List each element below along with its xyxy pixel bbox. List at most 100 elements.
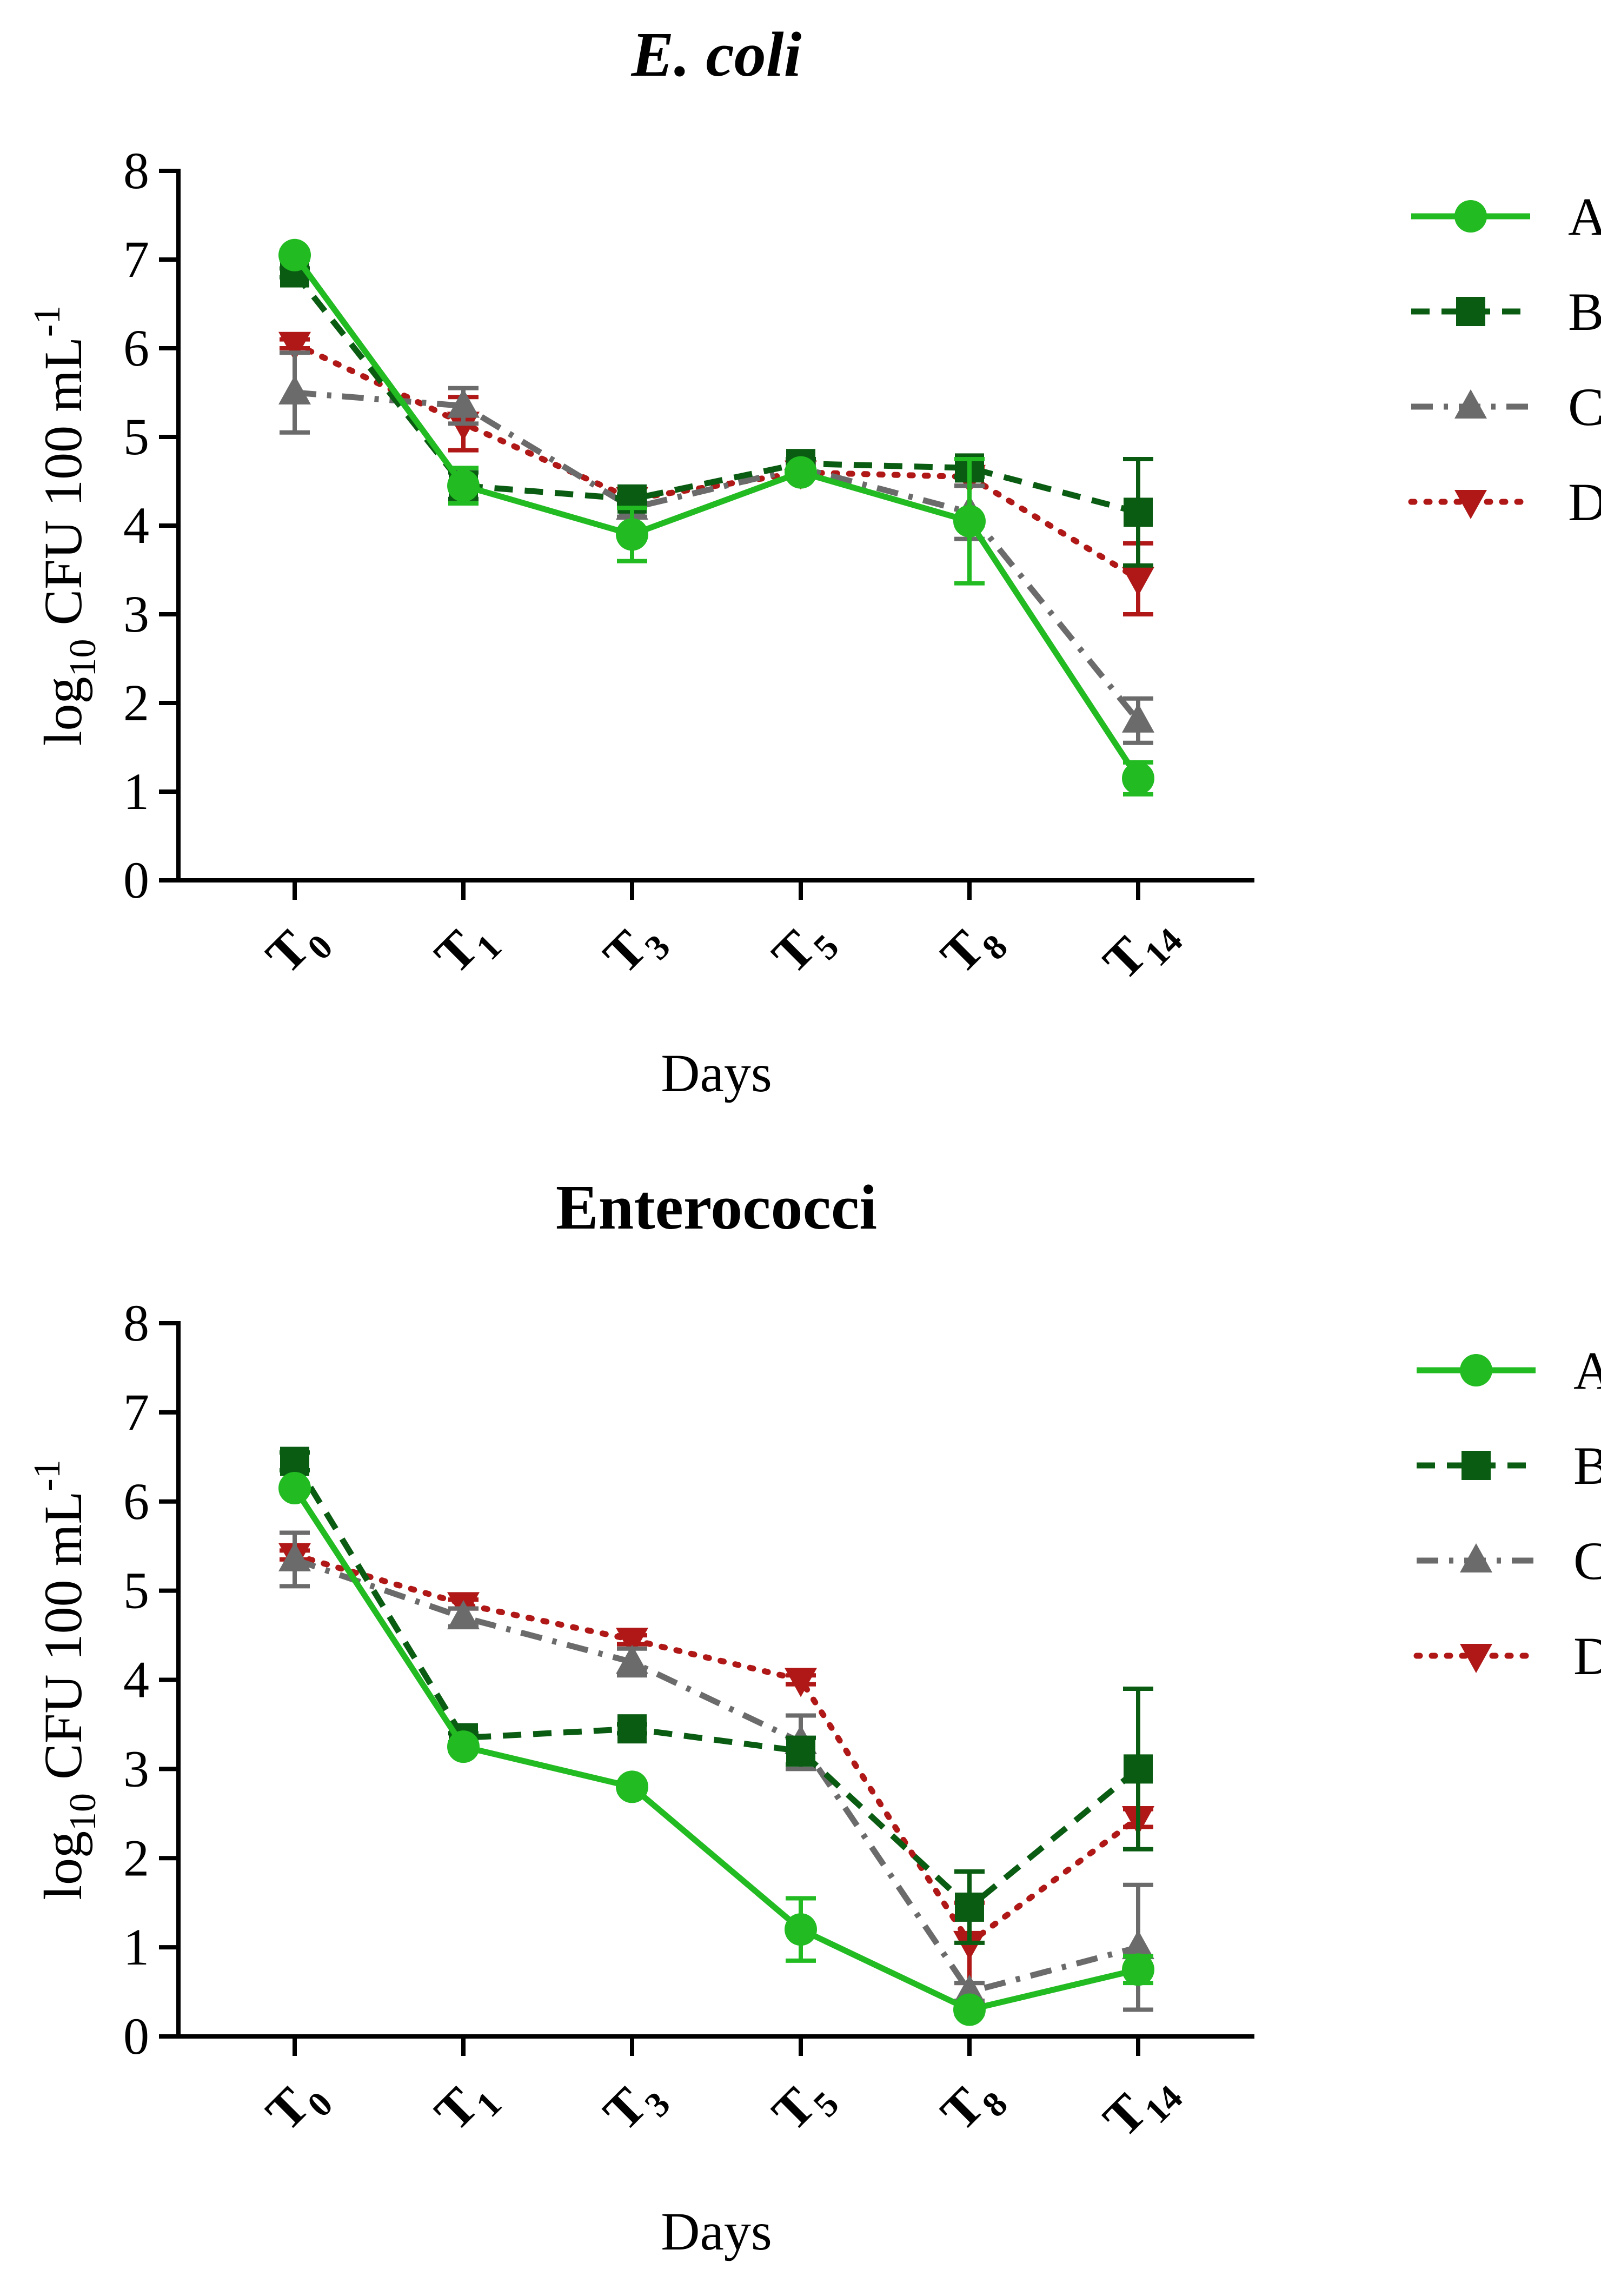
legend-item-C: C (1411, 377, 1601, 437)
legend-marker (1460, 1644, 1492, 1673)
series-line-A (292, 1487, 1139, 2013)
y-tick-label: 2 (123, 1829, 149, 1887)
data-point-C (278, 1542, 311, 1571)
data-point-D (1122, 567, 1154, 596)
legend-label: B (1573, 1436, 1601, 1496)
data-point-C (1122, 703, 1154, 733)
legend-marker (1462, 1451, 1491, 1480)
data-point-A (953, 505, 986, 537)
y-tick-label: 5 (123, 408, 149, 466)
y-tick-label: 7 (123, 230, 149, 288)
x-tick-label: T5 (761, 906, 846, 992)
x-axis-label: Days (661, 1043, 772, 1103)
series-line-C (294, 389, 1141, 723)
x-tick-label: T5 (761, 2063, 846, 2149)
series-B (280, 1446, 1153, 1945)
x-tick-label: T8 (929, 2063, 1015, 2149)
chart-ecoli: E. coli 0 1 2 3 4 5 6 7 8 T0 T1 T3 T5 T8 T14 Days log10 C… (26, 19, 1601, 1103)
series-line-D (291, 1552, 1141, 1946)
x-axis-label: Days (661, 2201, 772, 2261)
y-tick-label: 8 (123, 1294, 149, 1352)
x-tick-label: T8 (929, 906, 1015, 992)
y-tick-label: 5 (123, 1562, 149, 1620)
data-point-A (785, 1913, 817, 1946)
legend-label: D (1568, 472, 1601, 532)
x-tick-label: T3 (592, 2063, 677, 2149)
y-axis-label: log10 CFU 100 mL-1 (26, 1459, 104, 1900)
data-point-B (617, 1714, 647, 1744)
data-point-A (616, 518, 648, 551)
data-point-A (1122, 762, 1154, 795)
data-point-C (1122, 1930, 1154, 1960)
legend-label: C (1568, 377, 1601, 437)
y-tick-label: 0 (123, 2007, 149, 2065)
series-D (278, 331, 1154, 616)
x-tick-label: T3 (592, 906, 677, 992)
legend-label: B (1568, 282, 1601, 342)
data-point-D (616, 1628, 648, 1657)
y-tick-label: 4 (123, 1651, 149, 1709)
y-axis-label: log10 CFU 100 mL-1 (26, 306, 104, 746)
legend-item-C: C (1417, 1531, 1601, 1591)
data-point-C (616, 1644, 648, 1674)
x-tick-label: T1 (423, 2063, 509, 2149)
y-tick-label: 8 (123, 142, 149, 200)
data-point-D (953, 1930, 986, 1960)
y-tick-label: 0 (123, 851, 149, 909)
y-tick-label: 6 (123, 319, 149, 377)
legend-item-A: A (1417, 1341, 1601, 1401)
series-line-B (292, 1459, 1140, 1910)
y-tick-label: 4 (123, 496, 149, 554)
data-point-D (447, 412, 480, 441)
data-point-D (278, 331, 311, 361)
series-A (278, 238, 1154, 797)
legend-item-D: D (1408, 472, 1601, 532)
data-point-A (616, 1770, 648, 1803)
series-C (278, 1530, 1154, 2012)
data-point-A (278, 1472, 311, 1505)
x-tick-label: T14 (1092, 900, 1190, 998)
series-line-C (294, 1556, 1139, 1995)
data-point-B (955, 1892, 984, 1922)
series-A (278, 1472, 1154, 2026)
series-D (278, 1543, 1154, 1986)
legend-marker (1460, 1543, 1492, 1572)
data-point-A (278, 238, 311, 271)
data-point-C (278, 375, 311, 404)
data-point-A (785, 456, 817, 489)
legend-item-B: B (1417, 1436, 1601, 1496)
legend-marker (1454, 200, 1487, 233)
data-point-D (785, 1668, 817, 1697)
data-point-B (280, 1446, 309, 1476)
x-tick-label: T1 (423, 906, 509, 992)
y-tick-label: 3 (123, 585, 149, 643)
chart-enterococci: Enterococci 0 1 2 3 4 5 6 7 8 T0 T1 T3 T5 T8 T14 Days log… (26, 1172, 1601, 2261)
legend-label: D (1573, 1626, 1601, 1686)
y-tick-label: 1 (123, 1918, 149, 1976)
legend-marker (1454, 490, 1487, 519)
legend-item-D: D (1413, 1626, 1601, 1686)
y-tick-label: 2 (123, 674, 149, 732)
legend-label: C (1573, 1531, 1601, 1591)
data-point-A (1122, 1953, 1154, 1986)
series-line-D (291, 341, 1141, 582)
legend-label: A (1573, 1341, 1601, 1401)
x-tick-label: T0 (255, 2063, 340, 2149)
data-point-A (447, 469, 480, 502)
legend-marker (1454, 389, 1487, 419)
data-point-A (447, 1730, 480, 1763)
legend-marker (1456, 297, 1485, 326)
chart-title: E. coli (631, 19, 802, 90)
data-point-B (786, 1736, 815, 1766)
data-point-C (447, 1600, 480, 1630)
data-point-B (1124, 497, 1153, 527)
data-point-A (953, 1993, 986, 2026)
y-tick-label: 7 (123, 1383, 149, 1441)
legend-item-B: B (1411, 282, 1601, 342)
data-point-B (1124, 1754, 1153, 1784)
series-line-A (292, 253, 1141, 780)
x-tick-label: T14 (1092, 2057, 1190, 2155)
data-point-C (447, 388, 480, 418)
legend-label: A (1568, 187, 1601, 247)
